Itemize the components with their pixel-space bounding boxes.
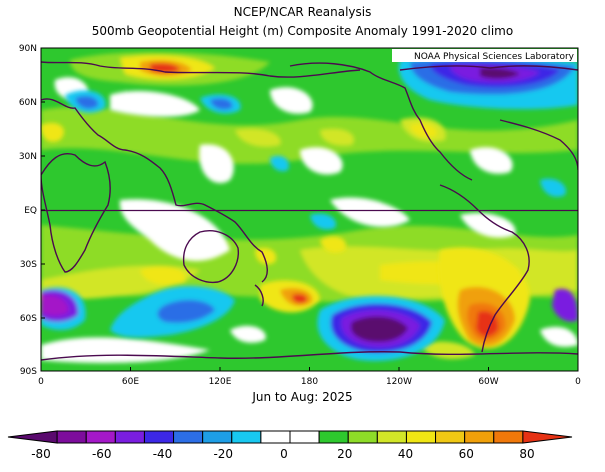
coastlines <box>41 61 578 361</box>
colorbar-tick-label: 0 <box>280 447 288 461</box>
lon-tick-label: 120E <box>209 377 232 387</box>
lat-tick-label: 90S <box>20 367 37 377</box>
colorbar-segment <box>405 430 437 444</box>
lon-tick-label: 120W <box>386 377 412 387</box>
colorbar <box>7 430 573 444</box>
colorbar-tick-label: 40 <box>398 447 413 461</box>
colorbar-segment <box>289 430 320 444</box>
colorbar-labels: -80 -60 -40 -20 0 20 40 60 80 <box>31 447 534 461</box>
colorbar-tick-label: -40 <box>153 447 173 461</box>
colorbar-tick-label: 80 <box>519 447 534 461</box>
map-title: NCEP/NCAR Reanalysis <box>233 5 372 19</box>
colorbar-arrow-left <box>7 430 58 444</box>
map-subtitle: 500mb Geopotential Height (m) Composite … <box>91 24 514 38</box>
colorbar-segment <box>464 430 495 444</box>
colorbar-tick-label: -60 <box>92 447 112 461</box>
lat-tick-label: EQ <box>24 206 37 216</box>
colorbar-segment <box>376 430 407 444</box>
lat-tick-label: 90N <box>19 44 37 54</box>
colorbar-segment <box>231 430 262 444</box>
lat-tick-label: 60S <box>20 314 37 324</box>
colorbar-segment <box>56 430 87 444</box>
longitude-axis: 0 60E 120E 180 120W 60W 0 <box>38 367 581 387</box>
colorbar-segment <box>114 430 145 444</box>
credit-label: NOAA Physical Sciences Laboratory <box>414 52 575 62</box>
colorbar-segment <box>493 430 524 444</box>
lon-tick-label: 0 <box>575 377 581 387</box>
colorbar-segment <box>435 430 466 444</box>
colorbar-segment <box>173 430 204 444</box>
colorbar-tick-label: 20 <box>337 447 352 461</box>
lat-tick-label: 60N <box>19 98 37 108</box>
period-label: Jun to Aug: 2025 <box>252 390 353 404</box>
colorbar-tick-label: -20 <box>213 447 233 461</box>
anomaly-field <box>41 48 578 371</box>
colorbar-tick-label: 60 <box>459 447 474 461</box>
lon-tick-label: 0 <box>38 377 44 387</box>
lon-tick-label: 180 <box>301 377 318 387</box>
colorbar-segment <box>85 430 116 444</box>
lon-tick-label: 60W <box>478 377 498 387</box>
lat-tick-label: 30N <box>19 152 37 162</box>
credit-box: NOAA Physical Sciences Laboratory <box>392 49 577 62</box>
negative-anomalies <box>41 55 578 361</box>
colorbar-segment <box>260 430 291 444</box>
colorbar-arrow-right <box>522 430 573 444</box>
lat-tick-label: 30S <box>20 260 37 270</box>
colorbar-segment <box>347 430 378 444</box>
colorbar-segment <box>202 430 233 444</box>
lon-tick-label: 60E <box>122 377 139 387</box>
colorbar-segment <box>143 430 175 444</box>
colorbar-segment <box>318 430 349 444</box>
latitude-axis: 90N 60N 30N EQ 30S 60S 90S <box>19 44 45 377</box>
colorbar-tick-label: -80 <box>31 447 51 461</box>
